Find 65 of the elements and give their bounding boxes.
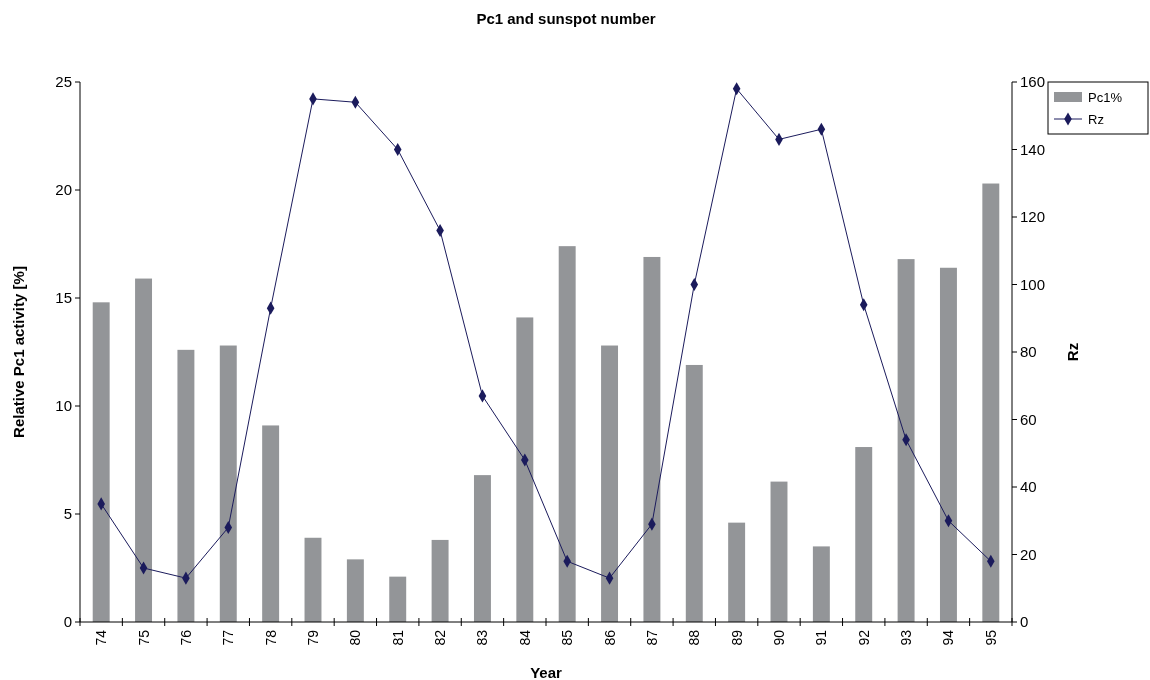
y2-axis-title: Rz	[1064, 342, 1081, 362]
bar	[812, 546, 830, 622]
x-tick-label: 75	[135, 629, 152, 646]
x-tick-label: 84	[516, 629, 533, 646]
x-tick-label: 82	[432, 629, 449, 646]
bar	[558, 246, 576, 622]
bar	[728, 522, 746, 622]
bar	[92, 302, 110, 622]
x-tick-label: 93	[898, 629, 915, 646]
bar	[643, 256, 661, 622]
y-tick-label: 25	[55, 73, 72, 91]
x-tick-label: 94	[940, 629, 957, 646]
y2-tick-label: 100	[1020, 275, 1046, 293]
x-tick-label: 74	[93, 629, 110, 646]
bar	[389, 576, 407, 622]
y2-tick-label: 60	[1020, 410, 1037, 428]
y2-tick-label: 120	[1020, 208, 1046, 226]
bar	[770, 481, 788, 622]
y-axis-title: Relative Pc1 activity [%]	[10, 266, 27, 438]
y2-tick-label: 160	[1020, 73, 1046, 91]
y2-tick-label: 80	[1020, 343, 1037, 361]
y2-tick-label: 40	[1020, 478, 1037, 496]
bar	[431, 539, 449, 622]
x-tick-label: 90	[771, 629, 787, 646]
y-tick-label: 5	[63, 505, 72, 523]
y2-tick-label: 140	[1020, 140, 1046, 158]
bar	[304, 537, 322, 622]
x-tick-label: 88	[686, 629, 703, 646]
y2-tick-label: 20	[1020, 545, 1037, 563]
x-tick-label: 79	[305, 629, 321, 646]
x-tick-label: 76	[177, 629, 194, 646]
bar	[473, 475, 491, 622]
bar	[685, 364, 703, 622]
y-tick-label: 10	[55, 397, 72, 415]
bar	[601, 345, 619, 622]
bar	[897, 259, 915, 622]
x-tick-label: 92	[855, 629, 872, 646]
bar	[516, 317, 534, 622]
y-tick-label: 15	[55, 289, 72, 307]
x-tick-label: 91	[813, 629, 830, 646]
x-axis-title: Year	[530, 664, 563, 680]
x-tick-label: 89	[728, 629, 745, 646]
legend-label: Pc1%	[1088, 89, 1123, 105]
x-tick-label: 77	[220, 629, 237, 646]
x-tick-label: 81	[389, 629, 406, 646]
bar	[262, 425, 280, 622]
y-tick-label: 20	[55, 181, 72, 199]
x-tick-label: 83	[474, 629, 491, 646]
bar	[939, 267, 957, 622]
bar	[219, 345, 237, 622]
x-tick-label: 86	[601, 629, 618, 646]
y2-tick-label: 0	[1020, 613, 1029, 631]
y-tick-label: 0	[63, 613, 72, 631]
x-tick-label: 78	[262, 629, 279, 646]
chart-title: Pc1 and sunspot number	[476, 10, 656, 27]
bar	[982, 183, 1000, 622]
x-tick-label: 87	[643, 629, 660, 646]
legend-label: Rz	[1088, 111, 1104, 127]
bar	[135, 278, 153, 622]
x-tick-label: 85	[559, 629, 576, 646]
x-tick-label: 80	[347, 629, 364, 646]
bar	[855, 447, 873, 622]
bar	[346, 559, 364, 622]
bar	[177, 349, 195, 622]
x-tick-label: 95	[982, 629, 999, 646]
